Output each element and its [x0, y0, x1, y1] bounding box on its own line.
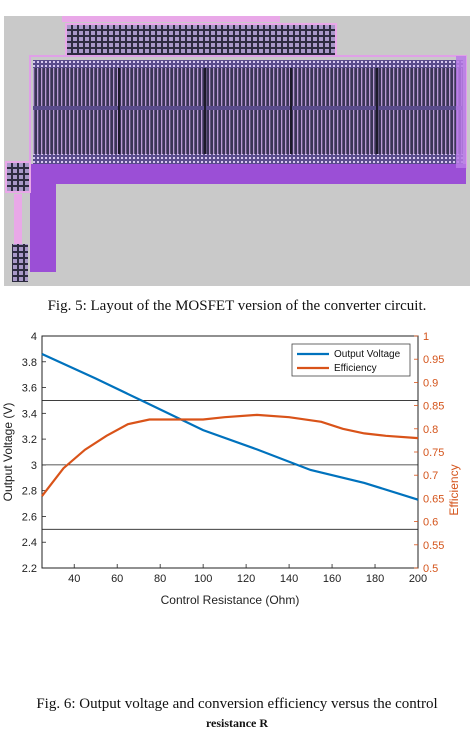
y-tick-label: 2.6 [22, 511, 37, 523]
y2-tick-label: 1 [423, 331, 429, 343]
figure5-caption: Fig. 5: Layout of the MOSFET version of … [47, 298, 427, 314]
x-tick-label: 40 [68, 573, 80, 585]
y-axis-label: Output Voltage (V) [1, 403, 15, 502]
x-tick-label: 100 [194, 573, 212, 585]
x-tick-label: 140 [280, 573, 298, 585]
y-tick-label: 3.2 [22, 434, 37, 446]
y2-tick-label: 0.65 [423, 493, 444, 505]
figure5-layout-image [0, 0, 474, 292]
x-tick-label: 60 [111, 573, 123, 585]
y2-tick-label: 0.8 [423, 424, 438, 436]
y-tick-label: 3.4 [22, 408, 37, 420]
x-tick-label: 160 [323, 573, 341, 585]
y-tick-label: 4 [31, 331, 37, 343]
y2-axis-label: Efficiency [447, 464, 461, 515]
y2-tick-label: 0.55 [423, 540, 444, 552]
x-tick-label: 80 [154, 573, 166, 585]
efficiency-line [41, 413, 419, 497]
y-tick-label: 3.8 [22, 357, 37, 369]
figure6-caption-continued: resistance R [205, 716, 269, 730]
legend: Output Voltage Efficiency [291, 343, 411, 377]
y2-tick-label: 0.9 [423, 377, 438, 389]
y2-tick-label: 0.7 [423, 470, 438, 482]
y-tick-label: 2.2 [22, 563, 37, 575]
legend-voltage-label: Output Voltage [334, 349, 401, 360]
y2-tick-label: 0.6 [423, 517, 438, 529]
output-voltage-line [41, 352, 419, 501]
y-tick-label: 2.8 [22, 486, 37, 498]
y2-tick-label: 0.5 [423, 563, 438, 575]
y-tick-label: 2.4 [22, 537, 37, 549]
figure6-chart: 40 60 80 100 120 140 160 180 200 2.2 2.4 2.6 2.8 3 3.… [1, 331, 461, 607]
x-tick-label: 120 [237, 573, 255, 585]
x-axis-label: Control Resistance (Ohm) [161, 593, 300, 607]
x-tick-label: 180 [366, 573, 384, 585]
x-tick-label: 200 [409, 573, 427, 585]
y-tick-label: 3.6 [22, 383, 37, 395]
figure6-caption: Fig. 6: Output voltage and conversion ef… [36, 696, 438, 712]
y-tick-label: 3 [31, 460, 37, 472]
y2-tick-label: 0.95 [423, 354, 444, 366]
y2-tick-label: 0.85 [423, 401, 444, 413]
legend-efficiency-label: Efficiency [334, 363, 377, 374]
y2-tick-label: 0.75 [423, 447, 444, 459]
